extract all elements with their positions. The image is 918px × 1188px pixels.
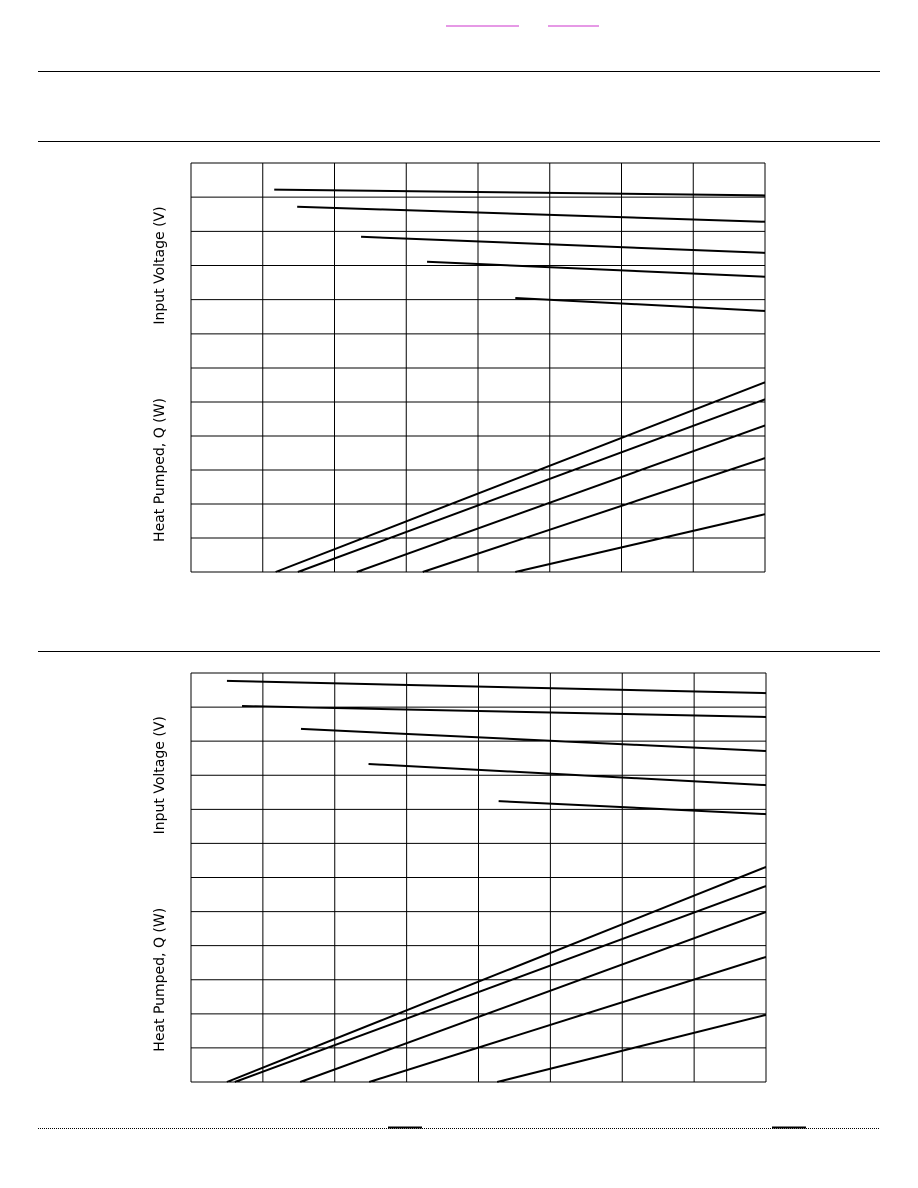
data-line — [427, 260, 766, 278]
data-line — [368, 955, 767, 1083]
data-line — [300, 727, 767, 753]
y-axis-label: Heat Pumped, Q (W) — [152, 908, 168, 1052]
data-line — [226, 866, 767, 1083]
data-line — [242, 705, 767, 718]
data-line — [274, 188, 766, 197]
data-line — [234, 885, 767, 1083]
data-line — [498, 800, 767, 816]
y-axis-label: Heat Pumped, Q (W) — [152, 398, 168, 542]
data-line — [496, 1013, 767, 1083]
data-line — [368, 763, 767, 787]
data-line — [297, 205, 766, 223]
data-line — [299, 910, 767, 1083]
y-axis-label: Input Voltage (V) — [152, 716, 168, 834]
data-line — [515, 296, 766, 312]
y-axis-label: Input Voltage (V) — [152, 206, 168, 324]
data-line — [422, 457, 766, 573]
data-line — [297, 398, 766, 573]
data-line — [275, 381, 766, 573]
data-line — [226, 679, 767, 695]
data-line — [361, 235, 766, 254]
data-line — [356, 424, 766, 573]
data-line — [515, 513, 766, 573]
